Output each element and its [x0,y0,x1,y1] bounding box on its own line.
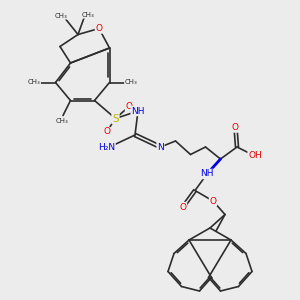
Text: H₂N: H₂N [98,142,115,152]
Text: CH₃: CH₃ [82,12,95,18]
Text: O: O [209,196,217,206]
Text: S: S [112,113,119,124]
Text: OH: OH [248,152,262,160]
Text: CH₃: CH₃ [55,13,68,19]
Text: CH₃: CH₃ [28,80,40,85]
Text: N: N [157,142,164,152]
Text: NH: NH [200,169,214,178]
Text: CH₃: CH₃ [125,80,137,85]
Text: O: O [125,102,133,111]
Text: O: O [103,128,110,136]
Text: CH₃: CH₃ [55,118,68,124]
Text: NH: NH [131,106,145,116]
Text: O: O [232,123,239,132]
Text: O: O [95,24,103,33]
Text: O: O [179,202,187,211]
